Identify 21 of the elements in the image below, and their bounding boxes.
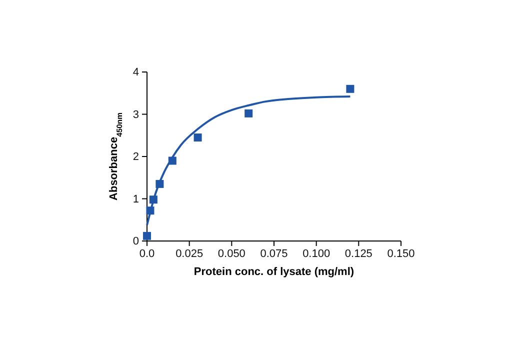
y-tick-label: 0 xyxy=(132,236,139,248)
point xyxy=(194,133,202,142)
line-series xyxy=(146,96,352,226)
x-tick-label: 0.025 xyxy=(176,248,204,260)
point xyxy=(244,109,253,118)
point xyxy=(146,206,154,215)
point xyxy=(156,180,164,188)
x-tick-label: 0.100 xyxy=(302,248,330,260)
point xyxy=(168,156,176,165)
x-axis-title: Protein conc. of lysate (mg/ml) xyxy=(194,266,354,278)
x-tick-label: 0.150 xyxy=(387,248,415,260)
point xyxy=(149,196,158,204)
y-tick-label: 1 xyxy=(132,193,139,206)
y-tick-label: 2 xyxy=(132,151,139,164)
x-tick-label: 0.075 xyxy=(260,248,288,260)
x-tick-label: 0.125 xyxy=(344,248,372,260)
x-tick-label: 0.050 xyxy=(218,248,246,260)
y-tick-label: 4 xyxy=(132,66,139,79)
point xyxy=(346,84,354,93)
x-tick-label: 0.0 xyxy=(139,248,155,260)
y-tick-label: 3 xyxy=(132,108,139,121)
